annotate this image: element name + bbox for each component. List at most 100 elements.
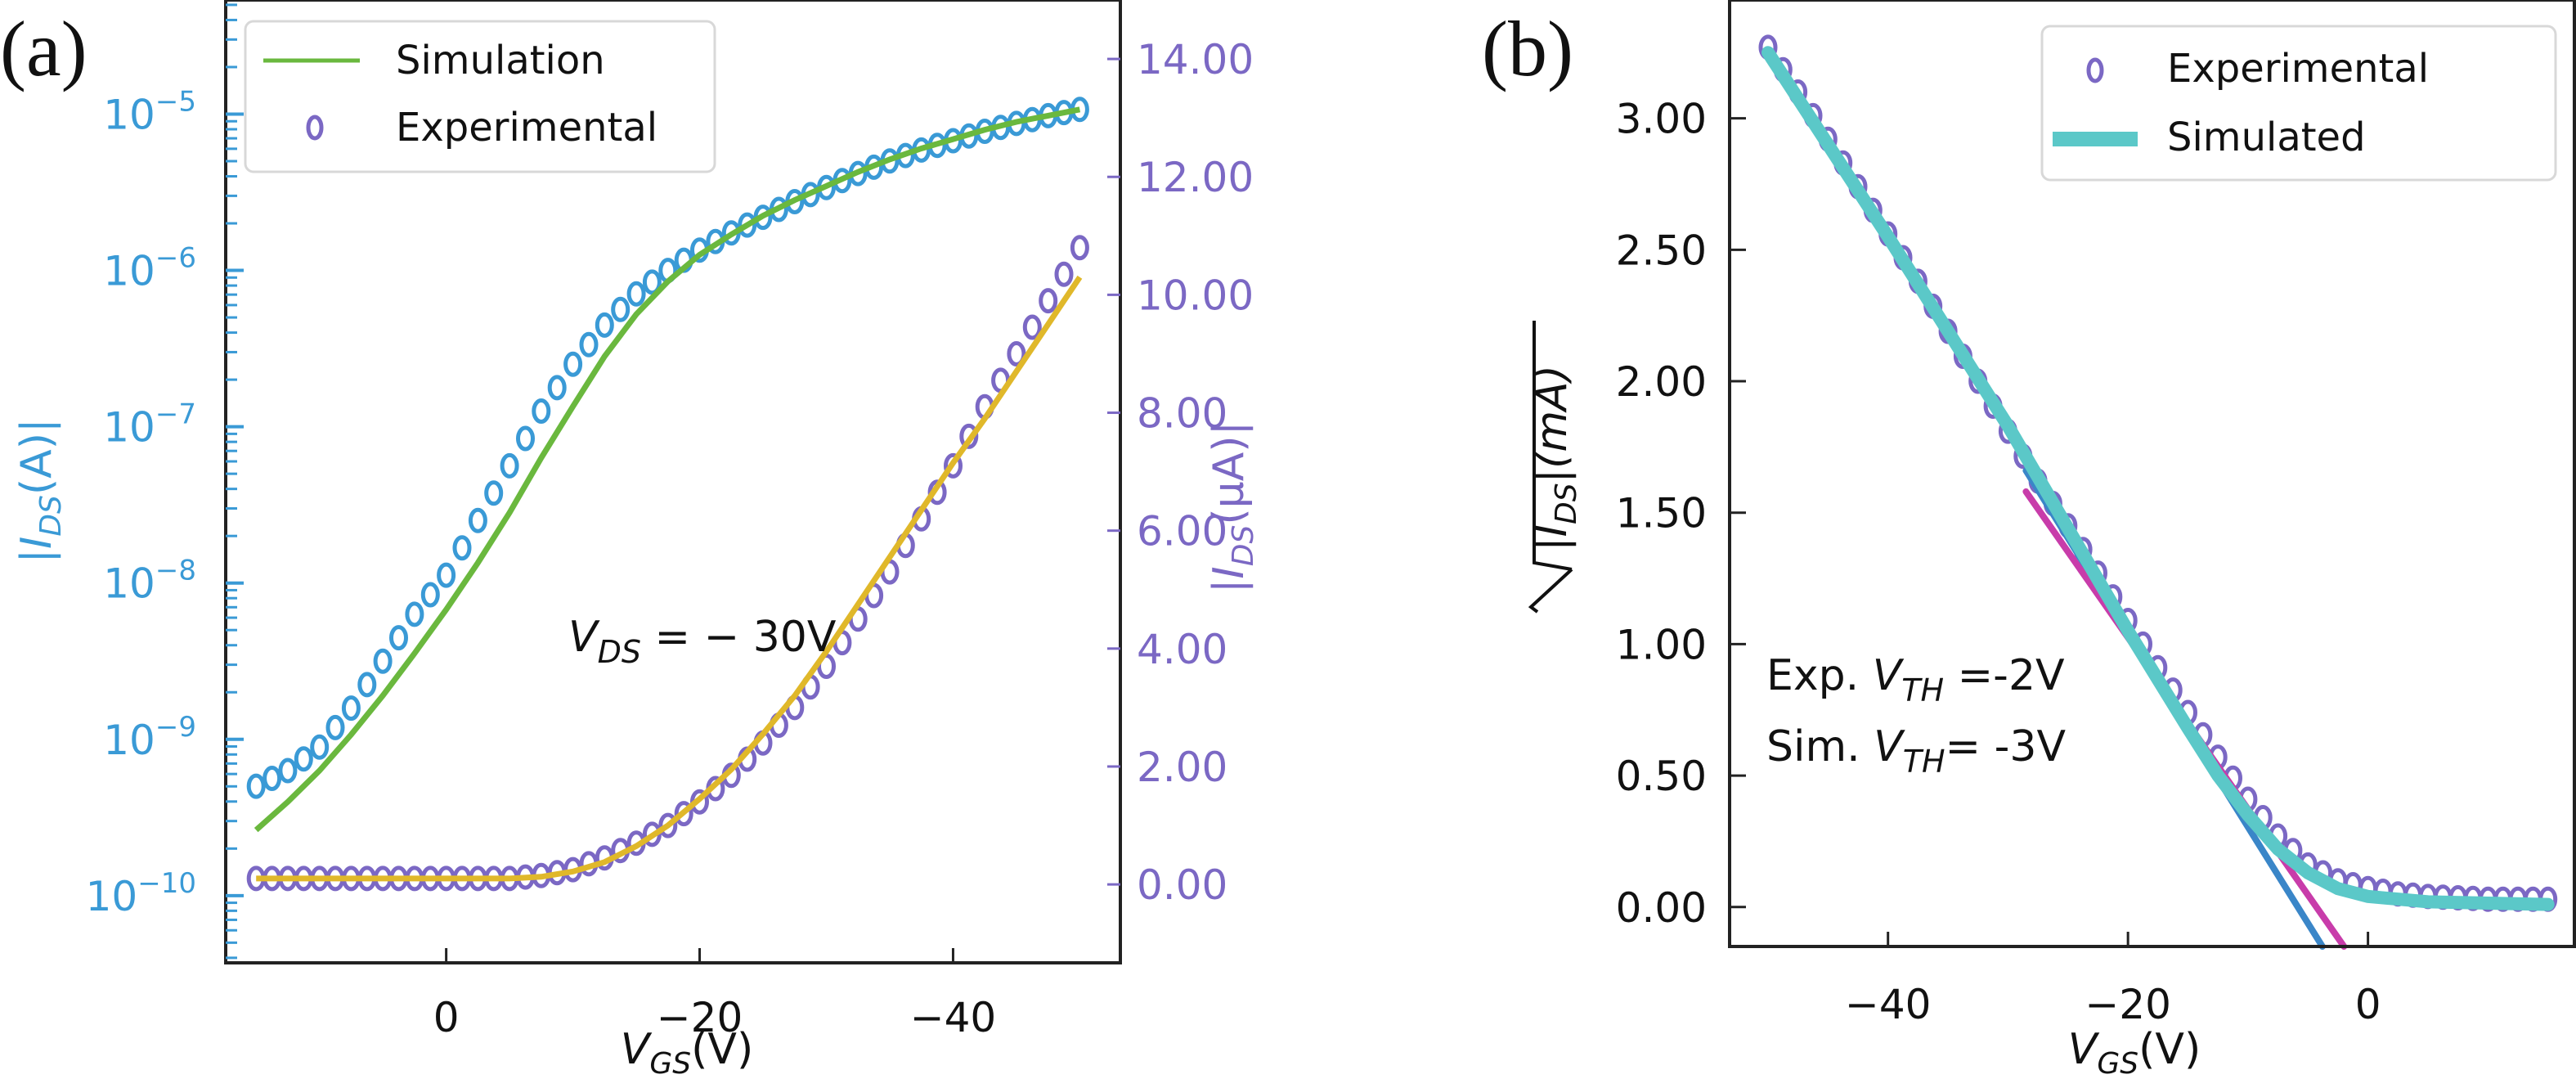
data-point <box>642 269 662 295</box>
series-line <box>256 275 1083 882</box>
data-point <box>547 375 567 401</box>
data-point <box>263 766 282 791</box>
panel-a: (a) 10−10 10−9 10−8 10−7 10−6 10−5 0.00 2.00 4.… <box>0 0 1260 1081</box>
series-line <box>1761 46 2555 911</box>
panel-a-marks <box>246 97 1089 892</box>
data-point <box>500 452 519 479</box>
data-point <box>579 331 599 357</box>
y-tick-label: 10−7 <box>103 398 196 452</box>
data-point <box>468 507 487 533</box>
series-experimental-linear- <box>246 235 1089 892</box>
x-tick-label: 0 <box>433 994 460 1041</box>
y-right-tick-label: 12.00 <box>1137 154 1254 201</box>
data-point <box>1007 341 1026 366</box>
series-simulated <box>1761 46 2555 911</box>
series-simulation-log- <box>254 106 1081 833</box>
data-point <box>452 535 472 561</box>
data-point <box>389 625 408 651</box>
data-point <box>373 648 393 674</box>
y-right-tick-label: 0.00 <box>1137 861 1227 909</box>
y-tick-label: 1.00 <box>1616 621 1707 668</box>
data-point <box>357 672 377 698</box>
data-point <box>1022 314 1042 340</box>
data-point <box>944 452 963 479</box>
x-tick-label: 0 <box>2355 981 2381 1028</box>
data-point <box>611 296 631 322</box>
data-point <box>738 212 757 238</box>
y-tick-label: 2.00 <box>1616 358 1707 406</box>
panel-b-label: (b) <box>1482 5 1573 92</box>
y-right-tick-label: 4.00 <box>1137 626 1227 673</box>
panel-a-left-axis: 10−10 10−9 10−8 10−7 10−6 10−5 <box>86 3 244 960</box>
panel-a-legend-experimental-swatch <box>306 115 324 141</box>
y-tick-label: 10−10 <box>86 867 196 920</box>
data-point <box>1070 235 1089 261</box>
y-tick-label: 3.00 <box>1616 96 1707 143</box>
panel-a-left-axis-title: |IDS(A)| <box>12 418 68 563</box>
data-point <box>420 582 440 608</box>
data-point <box>516 425 535 452</box>
data-point <box>563 351 583 377</box>
y-right-tick-label: 14.00 <box>1137 36 1254 83</box>
panel-a-legend: Simulation Experimental <box>244 20 716 173</box>
panel-b-x-axis: −40 −20 0 <box>1845 932 2381 1028</box>
y-right-tick-label: 2.00 <box>1137 744 1227 791</box>
y-tick-label: 10−8 <box>103 555 196 608</box>
data-point <box>484 480 504 506</box>
y-right-tick-label: 6.00 <box>1137 508 1227 555</box>
series-simulation-linear- <box>256 275 1083 882</box>
y-tick-label: 10−6 <box>103 242 196 295</box>
panel-b-sim-vth-annotation: Sim. VTH= -3V <box>1766 722 2066 780</box>
panel-b-legend: Experimental Simulated <box>2040 25 2557 182</box>
panel-a-legend-experimental-label: Experimental <box>396 105 657 151</box>
panel-b-x-axis-title: VGS(V) <box>2068 1025 2201 1081</box>
x-tick-label: −40 <box>910 994 997 1041</box>
series-line <box>254 106 1081 833</box>
y-tick-label: 10−9 <box>103 711 196 764</box>
panel-b: (b) 0.00 0.50 1.00 1.50 2.00 2.50 3.00 −40 −20 0… <box>1482 0 2576 1081</box>
panel-a-legend-simulation-label: Simulation <box>396 38 605 83</box>
panel-b-marks <box>1758 34 2558 950</box>
panel-b-y-axis: 0.00 0.50 1.00 1.50 2.00 2.50 3.00 <box>1616 96 1746 932</box>
data-point <box>658 812 678 838</box>
panel-a-right-axis-title: |IDS(μA)| <box>1205 421 1260 593</box>
panel-b-y-axis-label: |IDS|(mA) <box>1528 365 1583 551</box>
data-point <box>325 714 345 740</box>
data-point <box>341 695 361 722</box>
y-tick-label: 2.50 <box>1616 227 1707 274</box>
data-point <box>1039 288 1058 314</box>
panel-b-legend-box <box>2040 25 2557 182</box>
data-point <box>246 773 266 799</box>
y-tick-label: 0.00 <box>1616 884 1707 932</box>
panel-a-x-axis: 0 −20 −40 <box>433 948 997 1041</box>
panel-b-exp-vth-annotation: Exp. VTH =-2V <box>1766 651 2065 708</box>
panel-a-right-axis: 0.00 2.00 4.00 6.00 8.00 10.00 12.00 14.00 <box>1107 36 1254 909</box>
y-tick-label: 10−5 <box>103 85 196 138</box>
panel-a-frame <box>224 0 1122 964</box>
x-tick-label: −20 <box>2085 981 2171 1028</box>
sqrt-symbol-icon <box>1528 327 1573 614</box>
panel-a-legend-box <box>244 20 716 173</box>
panel-a-x-axis-title: VGS(V) <box>621 1025 753 1081</box>
panel-a-label: (a) <box>0 5 88 92</box>
y-right-tick-label: 8.00 <box>1137 390 1227 438</box>
data-point <box>310 734 330 760</box>
data-point <box>1054 261 1074 287</box>
data-point <box>294 746 313 772</box>
panel-b-legend-experimental-swatch <box>2086 57 2104 83</box>
panel-b-frame <box>1728 0 2576 948</box>
data-point <box>437 562 456 588</box>
panel-b-legend-experimental-label: Experimental <box>2167 46 2429 92</box>
data-point <box>626 281 646 307</box>
data-point <box>959 423 979 449</box>
x-tick-label: −40 <box>1845 981 1932 1028</box>
panel-b-legend-simulated-label: Simulated <box>2167 115 2366 160</box>
x-tick-label: −20 <box>657 994 743 1041</box>
panel-a-vds-annotation: VDS = − 30V <box>568 613 837 670</box>
y-tick-label: 1.50 <box>1616 490 1707 537</box>
data-point <box>278 758 298 784</box>
data-point <box>405 601 424 627</box>
data-point <box>595 312 614 338</box>
data-point <box>532 398 551 424</box>
